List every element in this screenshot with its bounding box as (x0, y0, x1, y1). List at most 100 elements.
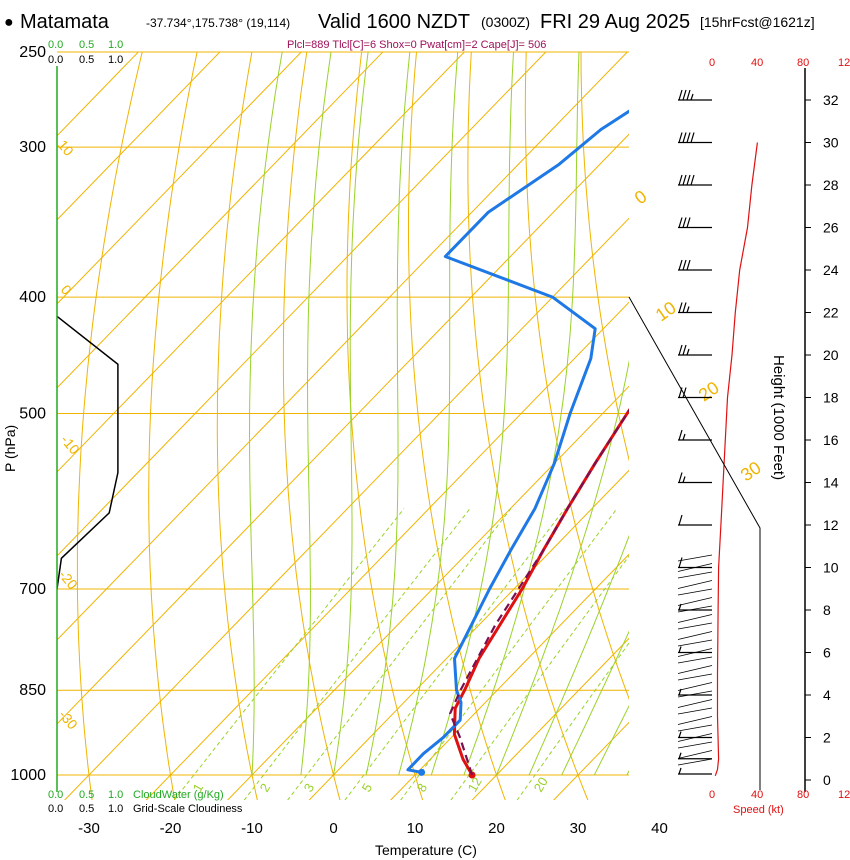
wind-barbs (677, 89, 713, 775)
x-tick-label: 20 (488, 820, 505, 837)
pressure-tick-label: 250 (19, 44, 46, 61)
valid-date: FRI 29 Aug 2025 (540, 11, 690, 33)
wind-barb-staff (677, 758, 713, 766)
wind-barb-staff (677, 597, 713, 606)
cloud-top-tick2: 0.5 (79, 54, 94, 66)
isotherm-line (635, 31, 850, 801)
isotherm-lines (57, 31, 850, 801)
utc-time: (0300Z) (481, 14, 530, 30)
wind-barb-flag (678, 344, 683, 356)
isotherm-line (227, 385, 629, 800)
wind-barb-staff (677, 724, 713, 732)
x-tick-label: 0 (329, 820, 337, 837)
wind-barb-staff (677, 648, 713, 657)
wind-barb (678, 429, 712, 441)
station-coords: -37.734°,175.738° (19,114) (146, 16, 290, 30)
wind-barb-half-flag (686, 348, 690, 356)
wind-barb-half-flag (686, 306, 690, 313)
mixing-ratio-label: 20 (531, 774, 551, 794)
pressure-tick-label: 850 (19, 682, 46, 699)
wind-barb (678, 174, 712, 186)
mixing-ratio-label: 12 (465, 774, 485, 794)
wind-barb (678, 514, 712, 526)
speed-axis: 0 40 80 12 0 40 80 12 Speed (kt) (709, 57, 850, 816)
wind-barb (678, 557, 712, 569)
wind-barb-flag (678, 429, 683, 441)
dry-adiabat-line (467, 52, 589, 800)
pressure-tick-label: 500 (19, 406, 46, 423)
cloud-top-tick: 0.0 (48, 39, 63, 51)
wind-barb-staff (677, 716, 713, 725)
wind-barb-half-flag (682, 476, 686, 483)
wind-barb-staff (677, 563, 713, 572)
wind-barb-flag (678, 514, 683, 526)
mixing-ratio-line (400, 508, 618, 800)
height-tick-label: 0 (823, 772, 831, 788)
barb-panel-boundary (628, 296, 761, 790)
cloud-bottom-tick2: 0.5 (79, 803, 94, 815)
cloud-bottom-tick2: 1.0 (108, 803, 123, 815)
wind-barb-flag (678, 174, 683, 186)
isotherm-line (57, 52, 384, 389)
x-tick-label: -20 (160, 820, 182, 837)
dry-adiabat-line (216, 52, 258, 800)
wind-barb-staff (677, 673, 713, 681)
speed-top-tick: 40 (751, 57, 763, 69)
surface-dewpoint-marker (418, 768, 426, 776)
wind-barb-staff (677, 580, 713, 589)
cloud-bottom-tick2: 0.0 (48, 803, 63, 815)
y2-axis-title: Height (1000 Feet) (770, 355, 787, 480)
wind-barb-flag (682, 217, 687, 228)
wind-barb-staff (677, 571, 713, 579)
wind-barb-half-flag (678, 646, 682, 653)
isotherm-line (390, 553, 629, 800)
isotherm-line (57, 52, 547, 557)
wind-barb-flag (682, 387, 687, 398)
mixing-ratio-line (344, 508, 566, 800)
wind-barb-flag (686, 217, 691, 228)
wind-barb-flag (678, 132, 683, 143)
wind-barb (678, 472, 712, 484)
cloud-top-tick: 1.0 (108, 39, 123, 51)
speed-bottom-tick: 40 (751, 789, 763, 801)
moist-adiabat-line (561, 630, 629, 776)
moist-adiabat-line (430, 52, 515, 776)
moist-adiabat-line (528, 534, 629, 776)
dry-adiabat-line (635, 31, 836, 801)
wind-barb-flag (682, 344, 687, 356)
sounding-profiles (57, 109, 629, 779)
moist-adiabat-line (626, 770, 629, 776)
mixing-ratio-line (450, 555, 629, 800)
wind-barb-staff (677, 690, 713, 698)
wind-barb-half-flag (690, 93, 694, 101)
wind-barb-staff (677, 707, 713, 715)
cloud-top-tick2: 0.0 (48, 54, 63, 66)
mixing-ratio-line (287, 508, 512, 800)
wind-barb-staff (677, 554, 713, 562)
wind-barb-staff (677, 622, 713, 630)
wind-barb-flag (678, 302, 683, 313)
height-tick-label: 32 (823, 92, 839, 108)
axes: -30 -20 -10 0 10 20 30 40 250 300 400 500 700 850 1000 (10, 44, 667, 837)
cloudiness-profile (57, 315, 119, 590)
wind-barb-flag (690, 132, 695, 143)
pressure-tick-label: 300 (19, 139, 46, 156)
dry-adiabat-line (346, 52, 424, 800)
pressure-tick-label: 700 (19, 581, 46, 598)
isotherm-line (57, 52, 303, 305)
isotherm-label: 20 (695, 377, 723, 405)
isotherm-line (145, 301, 629, 800)
station-bullet: ● (4, 14, 14, 31)
wind-barb-flag (686, 89, 691, 101)
wind-barb-half-flag (678, 767, 682, 775)
x-tick-label: 40 (651, 820, 668, 837)
dry-adiabat-line (408, 52, 506, 800)
wind-barb-staff (677, 750, 713, 759)
wind-barb-flag (682, 302, 687, 313)
wind-speed-panel (628, 142, 761, 790)
moist-adiabat-line (333, 52, 369, 776)
x-axis-title: Temperature (C) (375, 842, 477, 858)
height-tick-label: 20 (823, 347, 839, 363)
moist-adiabat-line (463, 52, 580, 776)
